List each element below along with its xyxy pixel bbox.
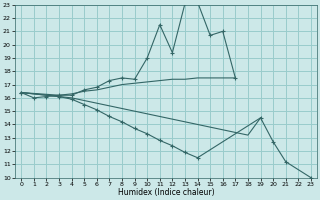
X-axis label: Humidex (Indice chaleur): Humidex (Indice chaleur) <box>118 188 214 197</box>
